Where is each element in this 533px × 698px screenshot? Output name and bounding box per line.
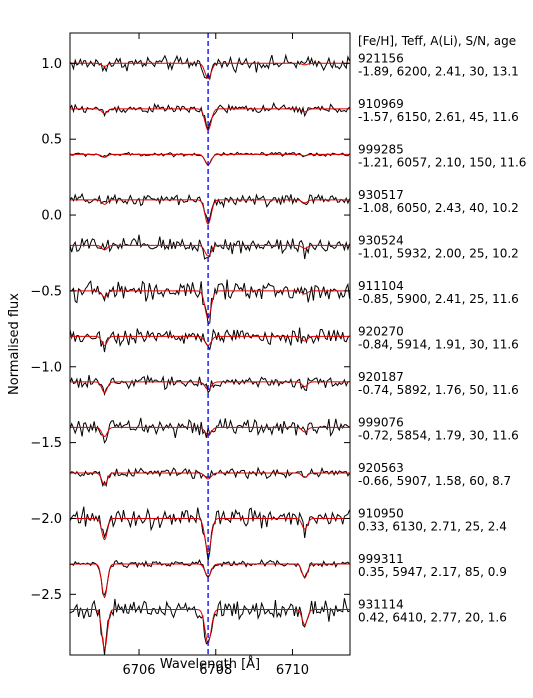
observed-spectrum-930517 xyxy=(69,192,351,225)
star-id-label: 999076 xyxy=(358,415,404,429)
observed-spectrum-911104 xyxy=(69,279,351,325)
x-tick-label: 6706 xyxy=(122,663,155,678)
tick-layer: 1.0 0.5 0.0 −0.5 −1.0 −1.5 −2.0 −2.5 6706 6708 671… xyxy=(30,33,350,678)
star-params-label: -1.01, 5932, 2.00, 25, 10.2 xyxy=(358,246,519,260)
star-params-label: -1.08, 6050, 2.43, 40, 10.2 xyxy=(358,201,519,215)
plot-layer xyxy=(69,33,351,655)
star-id-label: 920270 xyxy=(358,324,404,338)
x-axis-title: Wavelength [Å] xyxy=(160,656,260,672)
observed-spectrum-920270 xyxy=(69,327,350,353)
star-id-label: 999311 xyxy=(358,552,404,566)
model-spectrum-910950 xyxy=(70,518,350,553)
model-spectrum-931114 xyxy=(70,609,350,651)
star-id-label: 930517 xyxy=(358,188,404,202)
y-tick-label: 0.0 xyxy=(41,209,62,224)
star-params-label: 0.33, 6130, 2.71, 25, 2.4 xyxy=(358,520,507,534)
star-id-label: 911104 xyxy=(358,279,404,293)
x-tick-label: 6710 xyxy=(276,663,309,678)
star-id-label: 920563 xyxy=(358,461,404,475)
star-params-label: -1.57, 6150, 2.61, 45, 11.6 xyxy=(358,110,519,124)
star-id-label: 921156 xyxy=(358,51,404,65)
plot-frame xyxy=(69,32,351,656)
label-layer: 921156-1.89, 6200, 2.41, 30, 13.1910969-… xyxy=(358,51,526,624)
star-params-label: -0.72, 5854, 1.79, 30, 11.6 xyxy=(358,428,519,442)
star-params-label: -0.84, 5914, 1.91, 30, 11.6 xyxy=(358,337,519,351)
model-spectrum-999285 xyxy=(70,153,350,166)
y-axis-title: Normalised flux xyxy=(7,293,22,395)
model-spectrum-920270 xyxy=(70,335,350,347)
observed-spectrum-931114 xyxy=(69,598,350,655)
observed-spectrum-999076 xyxy=(69,417,350,444)
star-id-label: 999285 xyxy=(358,142,404,156)
model-spectrum-921156 xyxy=(70,62,350,80)
observed-spectrum-910950 xyxy=(69,506,351,561)
model-spectrum-999311 xyxy=(70,563,350,599)
star-params-label: -0.85, 5900, 2.41, 25, 11.6 xyxy=(358,292,519,306)
x-tick-label: 6708 xyxy=(199,663,232,678)
star-params-label: -0.66, 5907, 1.58, 60, 8.7 xyxy=(358,474,511,488)
star-id-label: 910950 xyxy=(358,507,404,521)
star-params-label: -1.21, 6057, 2.10, 150, 11.6 xyxy=(358,155,526,169)
star-id-label: 920187 xyxy=(358,370,404,384)
star-params-label: 0.42, 6410, 2.77, 20, 1.6 xyxy=(358,611,507,625)
model-spectrum-920187 xyxy=(70,381,350,394)
model-spectrum-999076 xyxy=(70,426,350,438)
y-tick-label: −2.0 xyxy=(30,512,62,527)
observed-spectrum-921156 xyxy=(69,53,351,81)
y-tick-label: −0.5 xyxy=(30,284,62,299)
observed-spectrum-910969 xyxy=(69,101,350,131)
y-tick-label: 0.5 xyxy=(41,133,62,148)
y-tick-label: −1.5 xyxy=(30,436,62,451)
y-tick-label: −1.0 xyxy=(30,360,62,375)
star-id-label: 910969 xyxy=(358,97,404,111)
model-spectrum-930517 xyxy=(70,199,350,225)
model-spectrum-910969 xyxy=(70,108,350,131)
model-spectrum-930524 xyxy=(70,244,350,257)
y-tick-label: −2.5 xyxy=(30,588,62,603)
star-params-label: -0.74, 5892, 1.76, 50, 11.6 xyxy=(358,383,519,397)
star-params-label: -1.89, 6200, 2.41, 30, 13.1 xyxy=(358,64,519,78)
star-params-label: 0.35, 5947, 2.17, 85, 0.9 xyxy=(358,565,507,579)
star-id-label: 930524 xyxy=(358,233,404,247)
observed-spectrum-920563 xyxy=(69,466,351,488)
y-tick-label: 1.0 xyxy=(41,57,62,72)
star-id-label: 931114 xyxy=(358,598,404,612)
legend-header: [Fe/H], Teff, A(Li), S/N, age xyxy=(358,34,516,48)
model-spectrum-911104 xyxy=(70,290,350,319)
model-spectrum-920563 xyxy=(70,472,350,486)
